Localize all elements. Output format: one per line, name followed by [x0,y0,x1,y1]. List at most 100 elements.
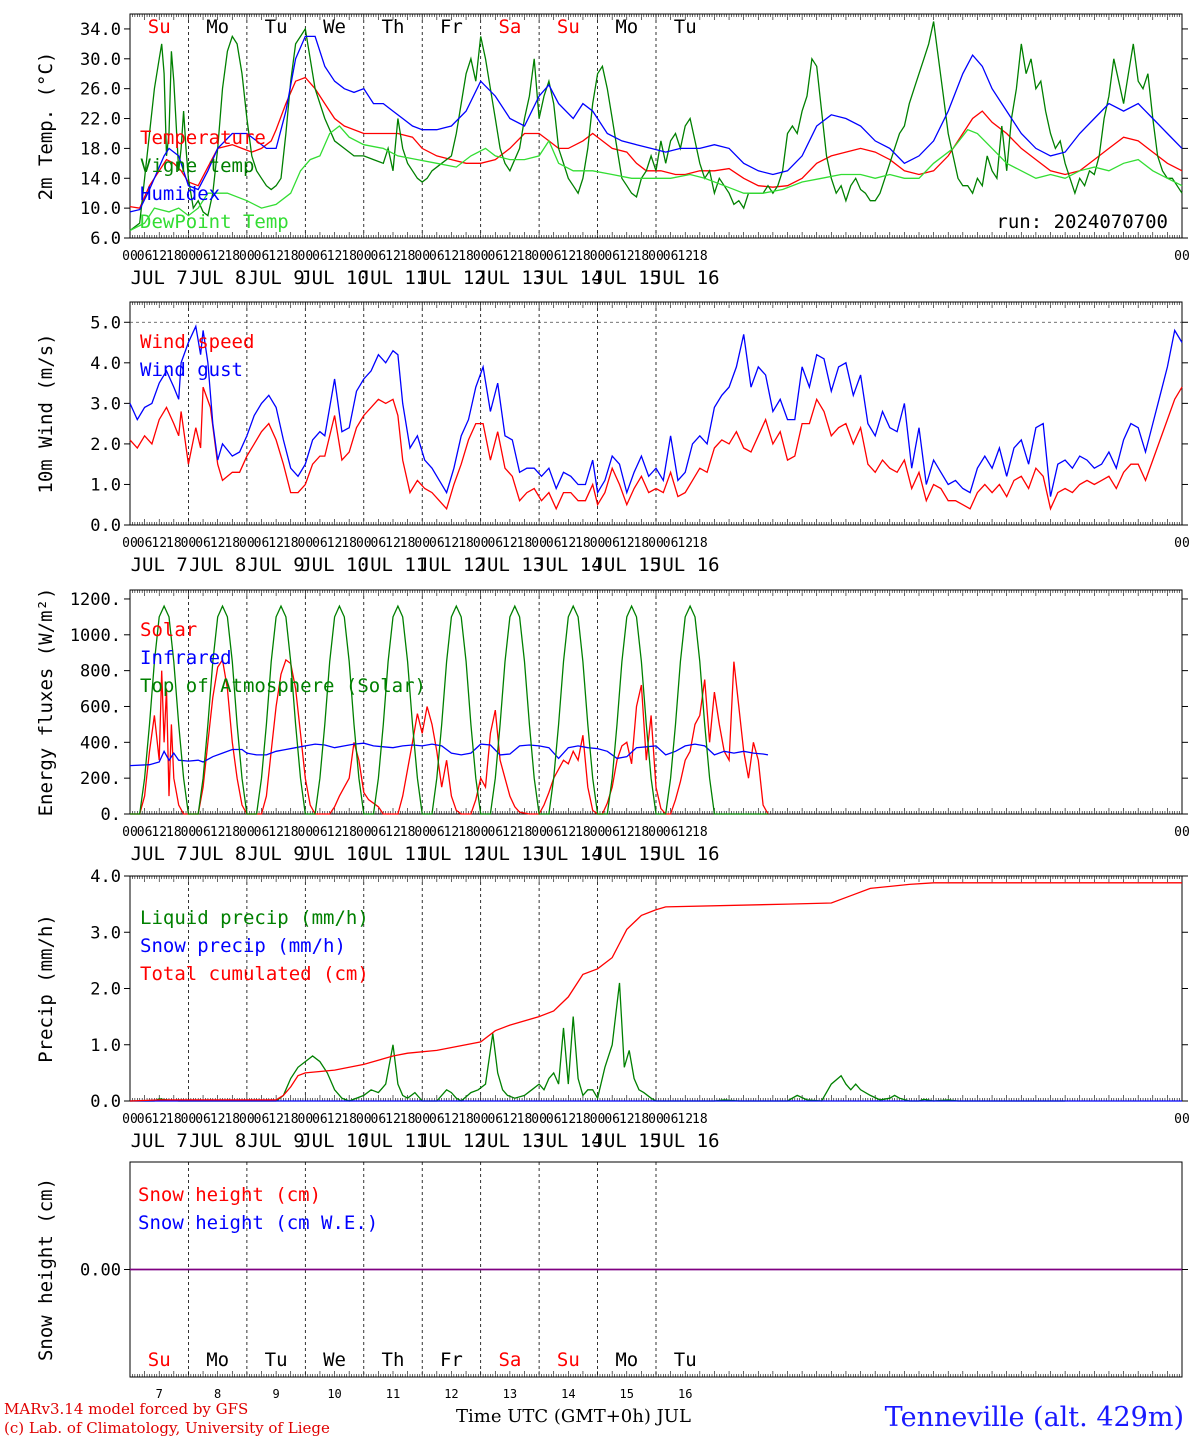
y-tick-label: 18.0 [80,139,121,159]
hour-label: 12 [502,1112,518,1127]
hour-label: 12 [619,825,635,840]
y-tick-label: 0. [101,805,121,825]
date-label: JUL 8 [189,843,246,865]
date-label: JUL 15 [592,1130,661,1152]
hour-label: 06 [312,536,328,551]
date-label: JUL 14 [534,1130,603,1152]
hour-label: 00 [181,536,197,551]
legend-entry: Total cumulated (cm) [140,963,369,985]
date-label: JUL 9 [248,267,305,289]
date-label: JUL 13 [476,554,545,576]
hour-label: 12 [151,536,167,551]
day-number-label: 15 [620,1387,634,1401]
hour-label: 00 [181,1112,197,1127]
hour-label: 00 [122,825,138,840]
hour-label: 00 [590,249,606,264]
hour-label: 18 [224,536,240,551]
hour-label: 06 [137,825,153,840]
hour-label: 12 [151,1112,167,1127]
hour-label: 06 [663,1112,679,1127]
day-number-label: 9 [272,1387,279,1401]
hour-label: 06 [663,536,679,551]
hour-label: 00 [298,536,314,551]
y-tick-label: 2.0 [90,435,121,455]
hour-label: 18 [517,536,533,551]
hour-label: 00 [239,249,255,264]
hour-label: 06 [195,825,211,840]
hour-label: 00 [531,1112,547,1127]
date-label: JUL 16 [651,554,720,576]
hour-label: 18 [692,825,708,840]
hour-label: 00 [181,825,197,840]
date-label: JUL 12 [417,267,486,289]
hour-label: 06 [487,825,503,840]
hour-label: 06 [546,1112,562,1127]
legend-entry: Infrared [140,647,232,669]
y-tick-label: 600. [80,697,121,717]
hour-label: 12 [327,249,343,264]
hour-label: 18 [166,249,182,264]
date-label: JUL 7 [131,267,188,289]
hour-label: 12 [561,825,577,840]
weekday-label: Mo [206,16,229,38]
weekday-label: Su [148,16,171,38]
date-label: JUL 10 [300,267,369,289]
hour-label: 00 [356,1112,372,1127]
y-tick-label: 1000. [70,626,121,646]
hour-label: 12 [151,825,167,840]
hour-label: 18 [575,249,591,264]
hour-label: 12 [502,249,518,264]
y-tick-label: 200. [80,769,121,789]
hour-label: 12 [677,825,693,840]
station-label: Tenneville (alt. 429m) [884,1402,1184,1433]
hour-label: 12 [561,1112,577,1127]
hour-label: 12 [619,536,635,551]
y-tick-label: 800. [80,662,121,682]
y-axis-label: Precip (mm/h) [35,914,57,1063]
hour-label: 12 [444,536,460,551]
hour-label: 00 [473,1112,489,1127]
hour-label: 00 [356,825,372,840]
hour-label: 06 [371,1112,387,1127]
hour-label: 18 [283,536,299,551]
hour-label: 06 [546,249,562,264]
hour-label: 00 [1174,1112,1190,1127]
hour-label: 18 [166,825,182,840]
time-axis-title: Time UTC (GMT+0h) JUL [456,1406,691,1427]
hour-label: 18 [341,536,357,551]
series-line-dewpoint-temp [129,125,1183,232]
hour-label: 18 [458,825,474,840]
hour-label: 18 [634,249,650,264]
hour-label: 06 [137,249,153,264]
date-label: JUL 12 [417,843,486,865]
date-label: JUL 9 [248,843,305,865]
hour-label: 12 [210,825,226,840]
y-tick-label: 22.0 [80,110,121,130]
date-label: JUL 7 [131,843,188,865]
hour-label: 00 [648,1112,664,1127]
hour-label: 18 [575,825,591,840]
hour-label: 18 [517,825,533,840]
hour-label: 00 [1174,825,1190,840]
hour-label: 12 [268,536,284,551]
day-number-label: 8 [214,1387,221,1401]
hour-label: 18 [634,536,650,551]
hour-label: 18 [575,536,591,551]
date-label: JUL 10 [300,1130,369,1152]
y-tick-label: 14.0 [80,169,121,189]
hour-label: 06 [604,825,620,840]
hour-label: 18 [634,825,650,840]
weekday-label: Tu [265,16,288,38]
hour-label: 00 [590,1112,606,1127]
y-tick-label: 4.0 [90,354,121,374]
y-tick-label: 10.0 [80,199,121,219]
hour-label: 00 [414,249,430,264]
weekday-label: Th [382,1349,405,1371]
hour-label: 06 [195,1112,211,1127]
hour-label: 18 [575,1112,591,1127]
hour-label: 00 [239,825,255,840]
hour-label: 18 [517,1112,533,1127]
lab-credit: (c) Lab. of Climatology, University of L… [4,1419,330,1437]
hour-label: 18 [283,249,299,264]
